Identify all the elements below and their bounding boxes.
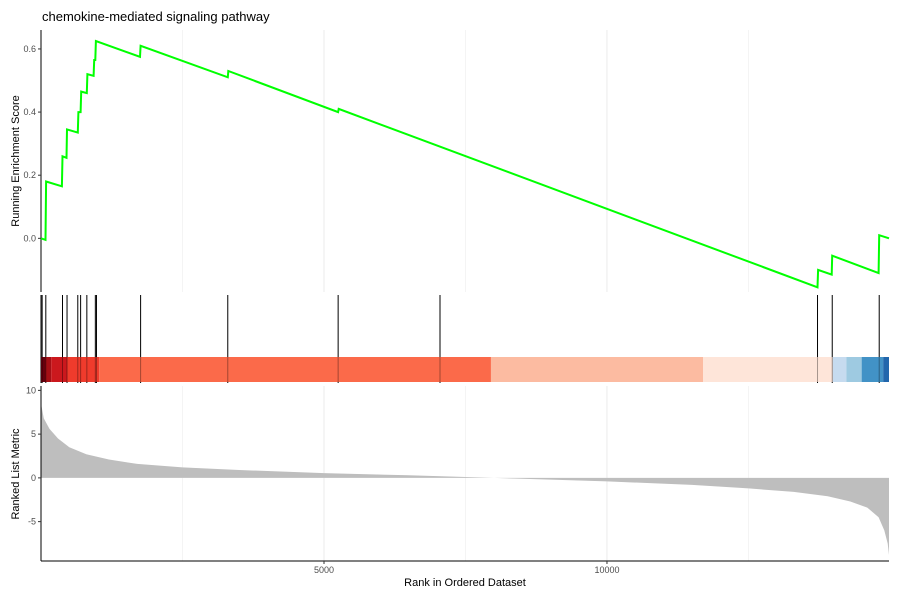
running-score-grid	[181, 30, 749, 292]
rank-bar-segment	[832, 357, 847, 382]
x-axis-label: Rank in Ordered Dataset	[404, 577, 526, 589]
rank-bar-segment	[883, 357, 889, 382]
rank-bar-segment	[846, 357, 862, 382]
x-tick-label: 10000	[594, 565, 619, 575]
running-score-line	[40, 39, 890, 289]
rank-bar-segment	[490, 357, 704, 382]
chart-title: chemokine-mediated signaling pathway	[42, 9, 270, 24]
x-tick-label: 5000	[314, 565, 334, 575]
running-score-y-label: Running Enrichment Score	[10, 95, 22, 226]
ranked-metric-panel: -5 0 5 10 Ranked List Metric 5000 10000 Rank…	[10, 385, 889, 589]
hits-panel	[40, 295, 889, 383]
rank-bar-segment	[99, 357, 491, 382]
y-tick-label: -5	[28, 517, 36, 527]
running-score-panel: 0.0 0.2 0.4 0.6 Running Enrichment Score	[10, 30, 890, 292]
y-tick-label: 10	[26, 385, 36, 395]
ranked-metric-y-label: Ranked List Metric	[10, 428, 22, 520]
y-tick-label: 0.4	[23, 107, 36, 117]
y-tick-label: 5	[31, 429, 36, 439]
rank-color-bar	[41, 357, 889, 382]
running-score-y-ticks: 0.0 0.2 0.4 0.6	[23, 44, 41, 243]
rank-bar-segment	[41, 357, 46, 382]
rank-bar-segment	[45, 357, 52, 382]
ranked-metric-area	[41, 403, 889, 555]
rank-bar-segment	[51, 357, 68, 382]
rank-bar-segment	[67, 357, 100, 382]
y-tick-label: 0.6	[23, 44, 36, 54]
y-tick-label: 0.0	[23, 233, 36, 243]
rank-bar-segment	[861, 357, 884, 382]
ranked-metric-y-ticks: -5 0 5 10	[26, 385, 41, 527]
y-tick-label: 0.2	[23, 170, 36, 180]
rank-bar-segment	[703, 357, 833, 382]
x-ticks: 5000 10000	[314, 561, 619, 575]
y-tick-label: 0	[31, 473, 36, 483]
